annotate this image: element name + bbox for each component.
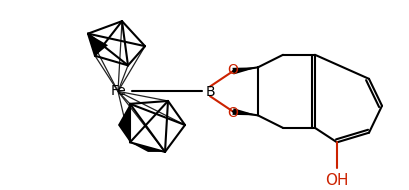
Text: O: O — [227, 63, 238, 77]
Polygon shape — [88, 34, 108, 56]
Polygon shape — [232, 108, 258, 115]
Text: O: O — [227, 105, 238, 120]
Polygon shape — [118, 104, 130, 142]
Polygon shape — [130, 142, 165, 152]
Polygon shape — [232, 67, 258, 74]
Text: OH: OH — [325, 173, 349, 188]
Polygon shape — [95, 56, 128, 65]
Text: B: B — [205, 85, 215, 99]
Text: Fe: Fe — [110, 84, 126, 98]
